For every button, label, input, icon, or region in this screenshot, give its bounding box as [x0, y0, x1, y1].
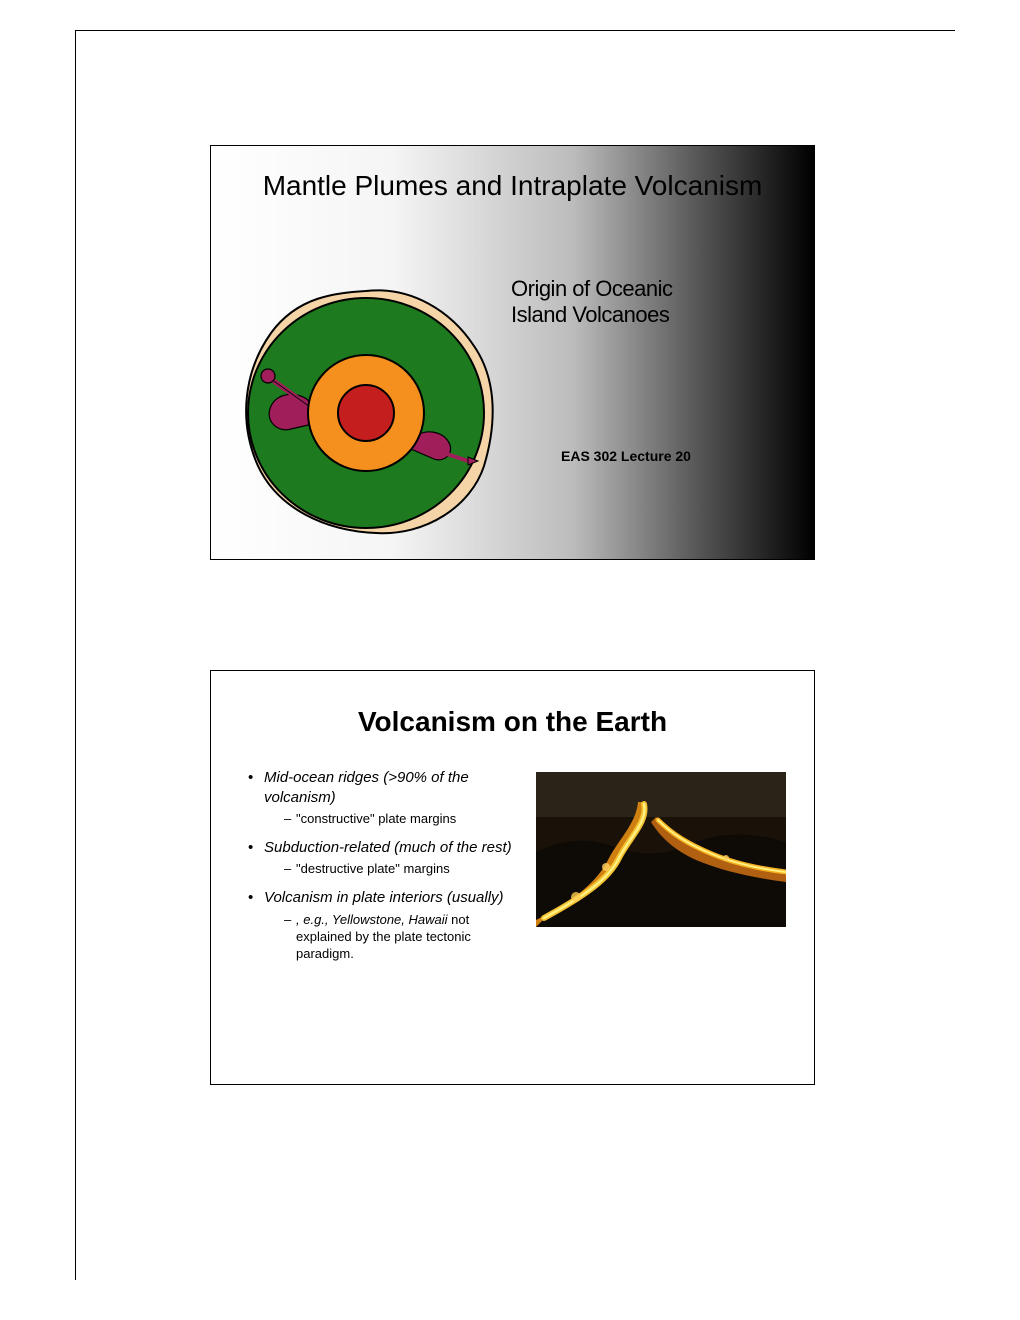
subtitle-line2: Island Volcanoes: [511, 302, 669, 327]
list-item: Mid-ocean ridges (>90% of the volcanism)…: [246, 768, 516, 828]
sub-list: "destructive plate" margins: [246, 861, 516, 878]
bullet-text: Subduction-related (much of the rest): [246, 838, 516, 858]
slide2-bullet-list: Mid-ocean ridges (>90% of the volcanism)…: [246, 768, 516, 972]
lava-image: [536, 772, 786, 972]
bullet-text: Volcanism in plate interiors (usually): [246, 888, 516, 908]
slide2-title: Volcanism on the Earth: [246, 706, 779, 738]
sub-bullet: , e.g., Yellowstone, Hawaii not explaine…: [284, 912, 516, 963]
slide-1: Mantle Plumes and Intraplate Volcanism O…: [210, 145, 815, 560]
slide-2: Volcanism on the Earth Mid-ocean ridges …: [210, 670, 815, 1085]
sub-bullet: "constructive" plate margins: [284, 811, 516, 828]
earth-diagram: [216, 271, 516, 551]
list-item: Volcanism in plate interiors (usually) ,…: [246, 888, 516, 962]
slide2-body: Mid-ocean ridges (>90% of the volcanism)…: [246, 768, 779, 972]
slide1-title: Mantle Plumes and Intraplate Volcanism: [211, 168, 814, 203]
sub-list: , e.g., Yellowstone, Hawaii not explaine…: [246, 912, 516, 963]
subtitle-line1: Origin of Oceanic: [511, 276, 672, 301]
slide1-subtitle: Origin of Oceanic Island Volcanoes: [511, 276, 672, 329]
slide1-lecture-label: EAS 302 Lecture 20: [561, 448, 691, 464]
sub-list: "constructive" plate margins: [246, 811, 516, 828]
list-item: Subduction-related (much of the rest) "d…: [246, 838, 516, 878]
sub-bullet-italic: , e.g., Yellowstone, Hawaii: [296, 912, 448, 927]
bullet-text: Mid-ocean ridges (>90% of the volcanism): [246, 768, 516, 807]
sub-bullet: "destructive plate" margins: [284, 861, 516, 878]
